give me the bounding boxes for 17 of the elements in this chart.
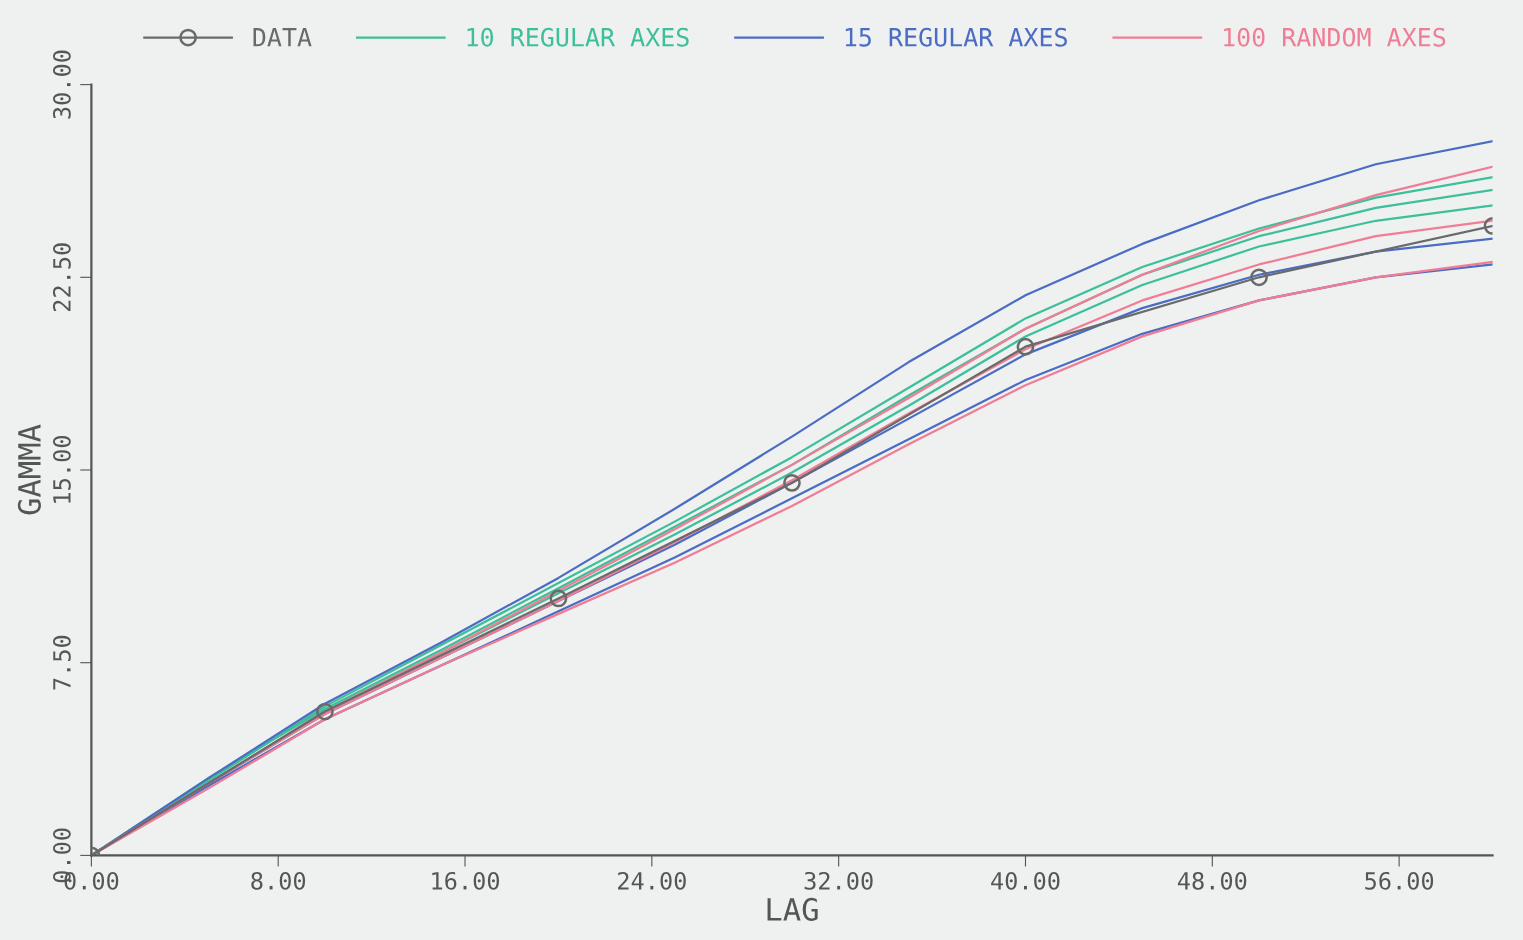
x-axis-title: LAG	[767, 897, 818, 921]
y-tick-label: 7.50	[52, 635, 71, 690]
legend-label: 15 REGULAR AXES	[845, 27, 1067, 47]
x-tick-label: 32.00	[804, 871, 873, 890]
x-tick-label: 24.00	[618, 871, 686, 890]
y-tick-label: 30.00	[52, 50, 71, 119]
x-tick-label: 16.00	[432, 871, 500, 890]
x-tick-label: 40.00	[991, 871, 1060, 890]
legend-label: 10 REGULAR AXES	[467, 27, 689, 47]
y-tick-label: 22.50	[52, 243, 71, 312]
y-tick-label: 15.00	[52, 435, 71, 503]
x-tick-label: 8.00	[251, 871, 306, 890]
x-tick-label: 56.00	[1365, 871, 1434, 890]
legend-label: DATA	[253, 28, 312, 47]
y-axis-title: GAMMA	[17, 424, 41, 515]
legend-label: 100 RANDOM AXES	[1224, 27, 1446, 47]
x-tick-label: 48.00	[1177, 871, 1247, 890]
